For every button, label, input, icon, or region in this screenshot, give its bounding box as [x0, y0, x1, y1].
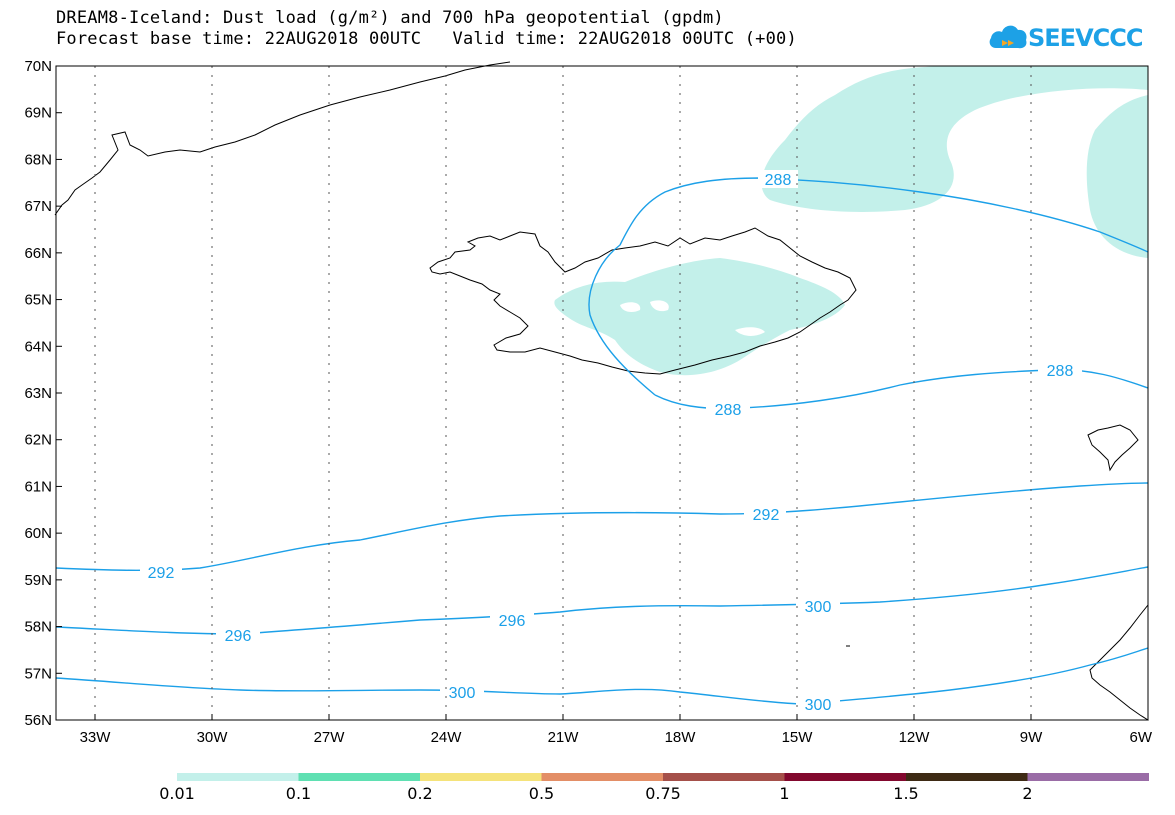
colorbar-label: 1.5 — [893, 784, 919, 803]
contour-labels: 288 288 288 292 292 296 296 300 300 300 — [140, 170, 1082, 714]
contour-label-300-left: 300 — [449, 685, 476, 702]
colorbar-segment — [298, 773, 420, 781]
lon-label: 12W — [899, 729, 931, 746]
contour-label-300-right: 300 — [805, 697, 832, 714]
colorbar-label: 0.01 — [159, 784, 195, 803]
colorbar-segment — [420, 773, 542, 781]
lat-label: 67N — [24, 198, 52, 215]
map-subtitle: Forecast base time: 22AUG2018 00UTC Vali… — [56, 29, 797, 49]
lat-label: 64N — [24, 338, 52, 355]
lat-label: 69N — [24, 105, 52, 122]
longitude-axis: 33W 30W 27W 24W 21W 18W 15W 12W 9W 6W — [80, 714, 1153, 746]
colorbar-label: 0.2 — [407, 784, 433, 803]
colorbar-segment — [906, 773, 1028, 781]
contour-292 — [55, 482, 1149, 571]
lon-label: 33W — [80, 729, 112, 746]
lat-label: 60N — [24, 525, 52, 542]
dust-load-colorbar — [177, 773, 1149, 781]
colorbar-segment — [663, 773, 785, 781]
colorbar-segment — [177, 773, 299, 781]
contour-label-296-middle: 296 — [499, 613, 526, 630]
lat-label: 63N — [24, 385, 52, 402]
lon-label: 18W — [665, 729, 697, 746]
colorbar-label: 1 — [779, 784, 790, 803]
lon-label: 21W — [548, 729, 580, 746]
colorbar-label: 2 — [1022, 784, 1033, 803]
greenland-coast — [54, 61, 511, 216]
contour-label-296-left: 296 — [225, 628, 252, 645]
lon-label: 15W — [782, 729, 814, 746]
contour-label-288-top: 288 — [765, 172, 792, 189]
map-title: DREAM8-Iceland: Dust load (g/m²) and 700… — [56, 8, 724, 28]
colorbar-segment — [1027, 773, 1149, 781]
dust-area-hole-2 — [650, 300, 669, 312]
lat-label: 70N — [24, 58, 52, 75]
faroe-shetland-coast — [1087, 424, 1139, 472]
contour-label-296-right: 300 — [805, 599, 832, 616]
lat-label: 62N — [24, 432, 52, 449]
seevccc-logo: SEEVCCC — [988, 18, 1148, 58]
lat-label: 61N — [24, 478, 52, 495]
contour-label-288-right: 288 — [1047, 363, 1074, 380]
colorbar-segment — [784, 773, 906, 781]
contour-label-292-right: 292 — [753, 507, 780, 524]
dust-area-iceland — [554, 258, 845, 376]
contour-296 — [55, 566, 1149, 635]
lat-label: 58N — [24, 619, 52, 636]
dust-area-hole-3 — [735, 327, 765, 336]
lon-label: 30W — [197, 729, 229, 746]
contour-288-a — [588, 177, 1149, 396]
graticule — [94, 66, 1032, 720]
latitude-axis: 70N 69N 68N 67N 66N 65N 64N 63N 62N 61N 60N 59N 58N 5… — [24, 58, 62, 729]
logo-text: SEEVCCC — [1028, 24, 1143, 52]
dust-load-areas — [554, 66, 1148, 376]
lat-label: 57N — [24, 665, 52, 682]
colorbar-label: 0.5 — [528, 784, 555, 803]
contour-label-288-bottom: 288 — [715, 402, 742, 419]
lat-label: 66N — [24, 245, 52, 262]
map-frame — [55, 65, 1149, 721]
iceland-coast — [429, 227, 857, 375]
lon-label: 27W — [314, 729, 346, 746]
colorbar-segment — [541, 773, 663, 781]
lat-label: 56N — [24, 712, 52, 729]
colorbar-label: 0.1 — [285, 784, 312, 803]
lon-label: 9W — [1020, 729, 1043, 746]
lon-label: 6W — [1130, 729, 1153, 746]
geopotential-contours — [55, 177, 1149, 705]
lat-label: 68N — [24, 151, 52, 168]
contour-label-292-left: 292 — [148, 565, 175, 582]
lat-label: 65N — [24, 292, 52, 309]
dust-area-hole-1 — [620, 302, 641, 313]
contour-300 — [55, 647, 1149, 705]
dust-area-north — [761, 66, 1148, 258]
coastlines — [54, 61, 1149, 721]
cloud-icon — [989, 25, 1027, 49]
colorbar-label: 0.75 — [645, 784, 681, 803]
lat-label: 59N — [24, 572, 52, 589]
lon-label: 24W — [431, 729, 463, 746]
